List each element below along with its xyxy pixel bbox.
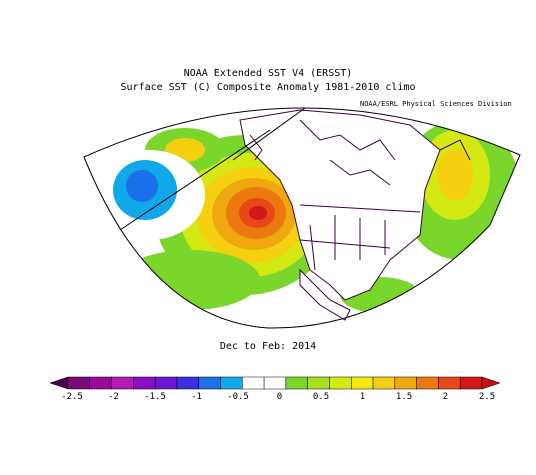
colorbar-swatch [394, 376, 417, 390]
north-america-land [240, 110, 440, 300]
colorbar-swatch [154, 376, 178, 390]
colorbar-tick-label: 2 [442, 392, 449, 402]
colorbar-swatch [438, 376, 461, 390]
colorbar-tick-label: -0.5 [227, 392, 249, 402]
colorbar-tick-label: -2.5 [61, 392, 83, 402]
colorbar-swatch [176, 376, 199, 390]
colorbar-swatch [242, 376, 265, 390]
colorbar-max-arrow [481, 376, 500, 390]
map-frame [83, 107, 521, 329]
colorbar-tick-label: 0.5 [312, 392, 330, 402]
colorbar-tick-label: 1.5 [395, 392, 413, 402]
colorbar-tick-label: 2.5 [478, 392, 496, 402]
colorbar-swatch [198, 376, 221, 390]
credit-label: NOAA/ESRL Physical Sciences Division [360, 100, 512, 108]
colorbar-swatch [329, 376, 352, 390]
colorbar-swatch [67, 376, 91, 390]
colorbar-swatch [263, 376, 287, 390]
coastline-borders [239, 109, 471, 321]
colorbar-swatch [285, 376, 308, 390]
colorbar-tick-label: -1 [191, 392, 202, 402]
colorbar-tick-label: 1 [359, 392, 366, 402]
colorbar-swatch [220, 376, 243, 390]
colorbar-swatch [372, 376, 396, 390]
colorbar-swatch [307, 376, 330, 390]
colorbar-swatch [351, 376, 374, 390]
colorbar-tick-label: -1.5 [144, 392, 166, 402]
colorbar-swatch [459, 376, 483, 390]
graticule [119, 107, 306, 231]
colorbar-min-arrow [50, 376, 69, 390]
map-subtitle: Surface SST (C) Composite Anomaly 1981-2… [120, 82, 416, 93]
colorbar [50, 376, 500, 390]
colorbar-swatch [111, 376, 134, 390]
colorbar-swatch [89, 376, 112, 390]
period-label: Dec to Feb: 2014 [219, 341, 317, 352]
map-title: NOAA Extended SST V4 (ERSST) [183, 68, 353, 79]
colorbar-tick-label: 0 [276, 392, 283, 402]
colorbar-swatch [416, 376, 439, 390]
colorbar-tick-label: -2 [108, 392, 119, 402]
colorbar-swatch [133, 376, 156, 390]
